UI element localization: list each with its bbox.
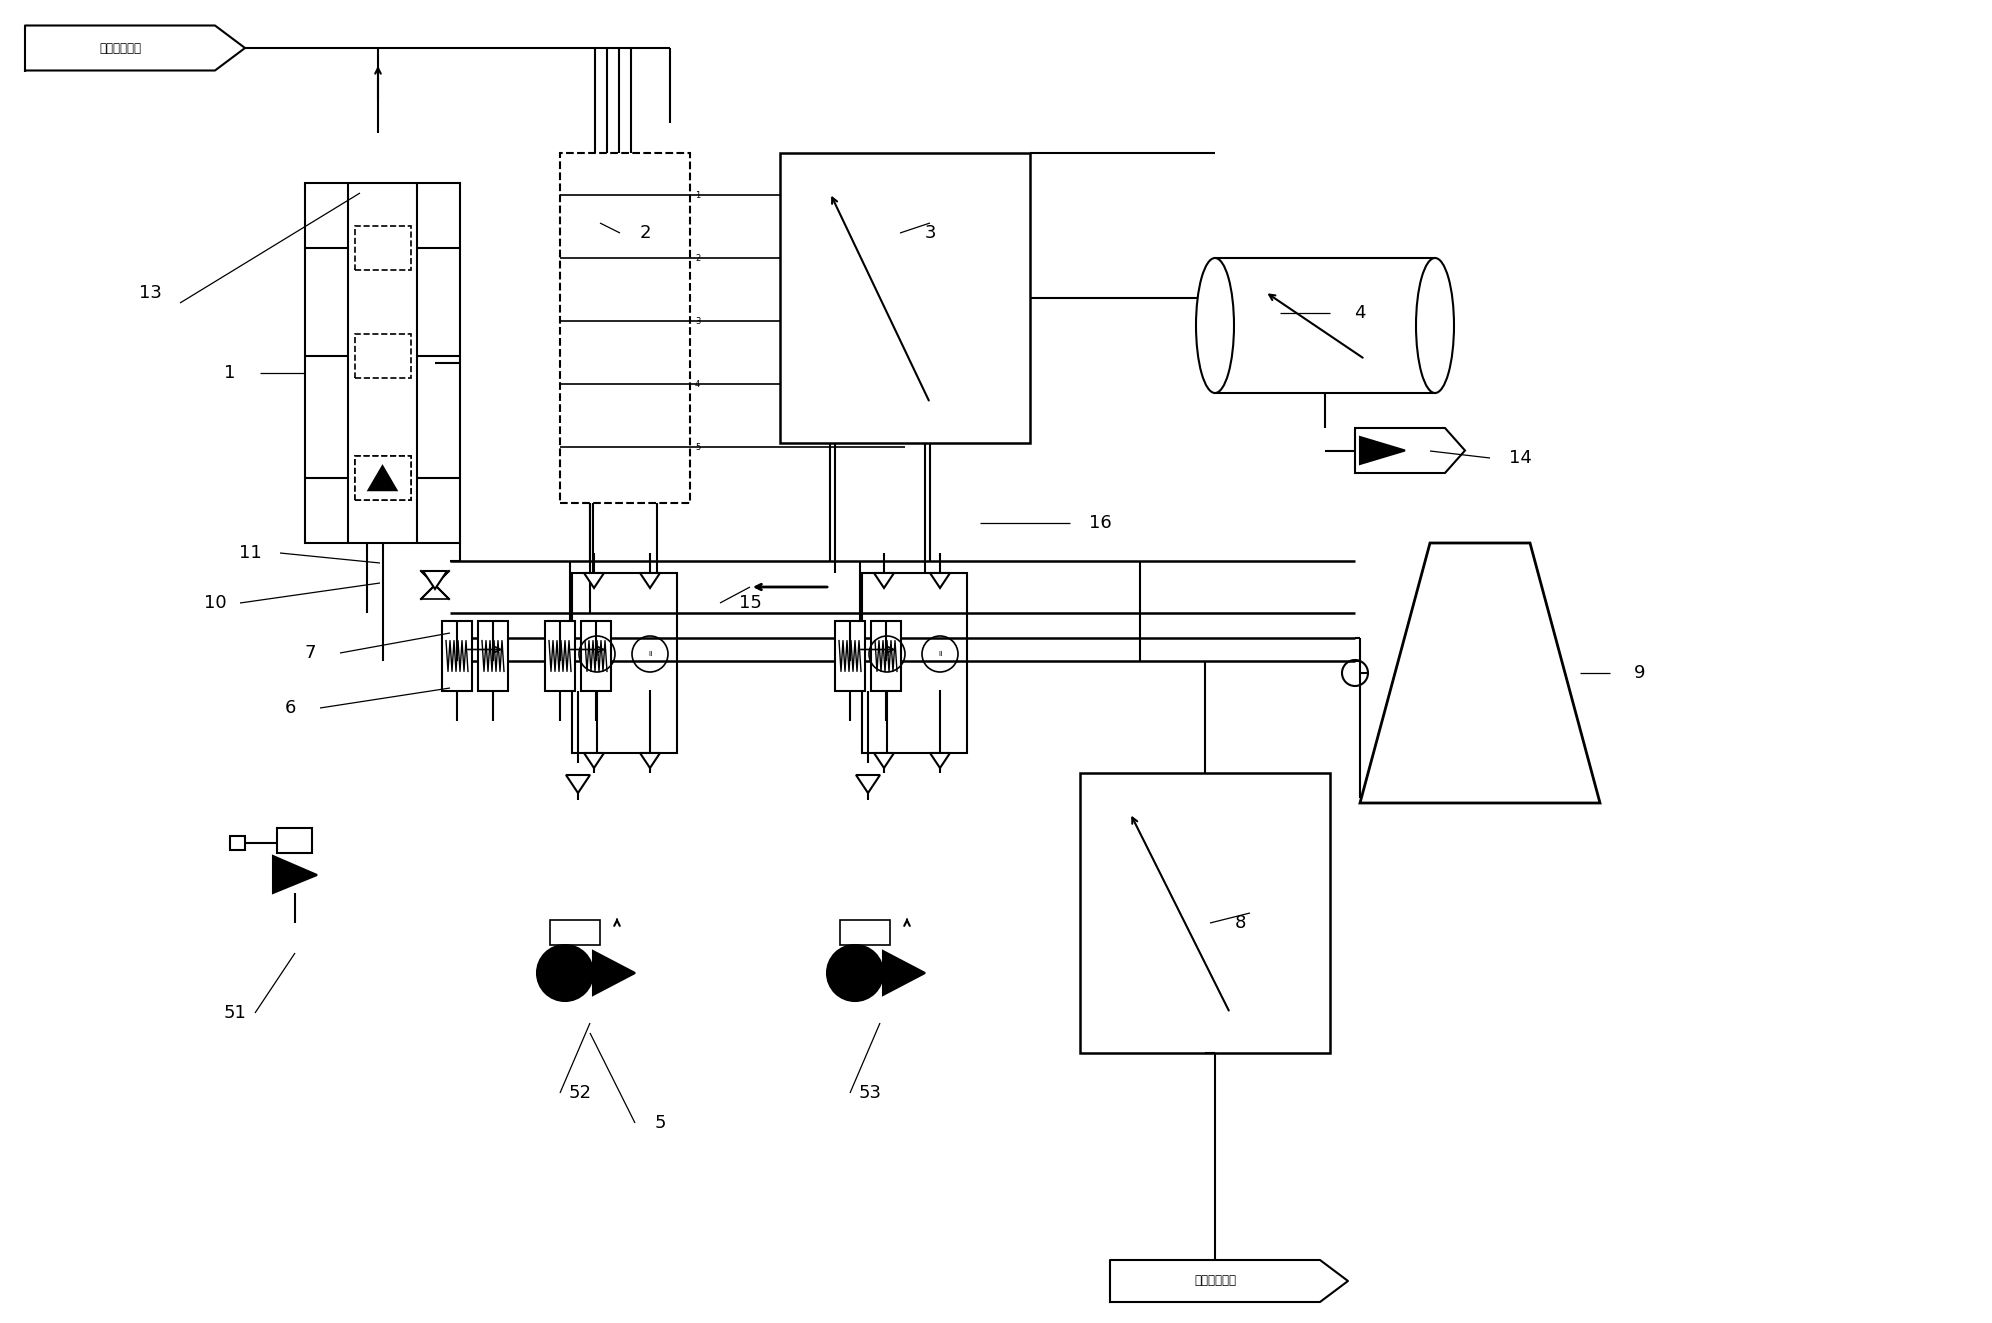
Polygon shape xyxy=(369,466,396,491)
Ellipse shape xyxy=(1416,258,1454,393)
Bar xyxy=(550,919,600,945)
Circle shape xyxy=(827,945,882,1002)
Bar xyxy=(863,573,966,753)
Polygon shape xyxy=(639,753,659,767)
Bar xyxy=(546,620,576,691)
Text: 51: 51 xyxy=(223,1004,247,1021)
Bar xyxy=(572,573,677,753)
Polygon shape xyxy=(584,573,604,587)
Bar xyxy=(560,153,689,503)
Text: Ⅱ: Ⅱ xyxy=(596,651,600,658)
Polygon shape xyxy=(874,573,894,587)
Text: 4: 4 xyxy=(1355,304,1367,321)
Text: 14: 14 xyxy=(1508,448,1532,467)
Circle shape xyxy=(538,945,594,1002)
Bar xyxy=(442,620,472,691)
Polygon shape xyxy=(584,753,604,767)
Text: 52: 52 xyxy=(568,1084,592,1102)
Polygon shape xyxy=(874,753,894,767)
Text: 15: 15 xyxy=(739,594,761,613)
Text: 5: 5 xyxy=(653,1114,665,1132)
Text: 2: 2 xyxy=(639,224,651,242)
Polygon shape xyxy=(1361,437,1404,464)
Ellipse shape xyxy=(1195,258,1233,393)
Text: 4: 4 xyxy=(695,380,701,389)
Bar xyxy=(1080,773,1331,1053)
Polygon shape xyxy=(639,573,659,587)
Text: 1: 1 xyxy=(225,364,235,382)
Text: Ⅱ: Ⅱ xyxy=(938,651,942,658)
Bar xyxy=(781,153,1030,443)
Bar xyxy=(835,620,865,691)
Text: 5: 5 xyxy=(695,442,701,451)
Text: 11: 11 xyxy=(239,544,261,562)
Polygon shape xyxy=(26,25,245,70)
Bar xyxy=(478,620,508,691)
Bar xyxy=(305,183,460,542)
Text: 2: 2 xyxy=(695,254,701,262)
Text: Ⅱ: Ⅱ xyxy=(647,651,651,658)
Bar xyxy=(1215,258,1434,393)
Text: 8: 8 xyxy=(1235,914,1245,931)
Text: 1: 1 xyxy=(695,191,701,200)
Text: 3: 3 xyxy=(924,224,936,242)
Polygon shape xyxy=(422,572,446,589)
Polygon shape xyxy=(882,951,924,995)
Bar xyxy=(871,620,900,691)
Polygon shape xyxy=(930,573,950,587)
Text: 6: 6 xyxy=(285,699,295,717)
Bar xyxy=(582,620,612,691)
Text: 7: 7 xyxy=(305,644,317,662)
Bar xyxy=(355,333,410,378)
Polygon shape xyxy=(930,753,950,767)
Text: 3: 3 xyxy=(695,316,701,325)
Bar xyxy=(229,836,245,849)
Polygon shape xyxy=(273,856,317,893)
Bar xyxy=(355,456,410,500)
Text: 53: 53 xyxy=(859,1084,882,1102)
Polygon shape xyxy=(594,951,635,995)
Text: 13: 13 xyxy=(139,284,161,302)
Polygon shape xyxy=(566,775,590,792)
Bar xyxy=(355,226,410,270)
Bar xyxy=(841,919,890,945)
Text: Ⅱ: Ⅱ xyxy=(884,651,888,658)
Text: 压缩空气用户: 压缩空气用户 xyxy=(1193,1274,1235,1287)
Polygon shape xyxy=(1110,1259,1349,1302)
Bar xyxy=(355,456,410,500)
Text: 化学除盐水来: 化学除盐水来 xyxy=(100,41,141,54)
Bar xyxy=(277,828,313,853)
Text: 9: 9 xyxy=(1633,664,1645,681)
Text: 16: 16 xyxy=(1088,515,1112,532)
Polygon shape xyxy=(857,775,880,792)
Text: 10: 10 xyxy=(203,594,227,613)
